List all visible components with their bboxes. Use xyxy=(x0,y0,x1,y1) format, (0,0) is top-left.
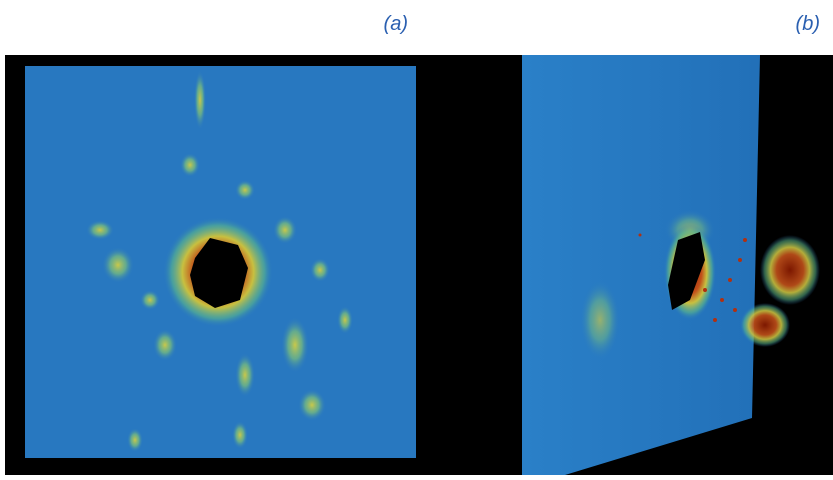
panel-b xyxy=(517,55,833,475)
panel-a xyxy=(5,55,517,475)
panel-label: (b) xyxy=(796,13,820,35)
figure: (a) (b) xyxy=(0,0,833,475)
panel-label: (a) xyxy=(384,13,408,35)
plate xyxy=(522,55,760,475)
debris-cloud xyxy=(760,235,820,305)
damage-spot xyxy=(580,280,620,360)
debris-cloud xyxy=(740,303,790,347)
